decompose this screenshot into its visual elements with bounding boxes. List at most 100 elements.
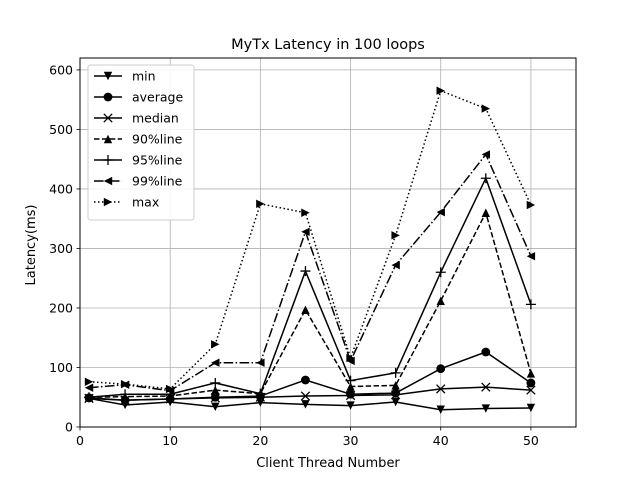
data-point-99-line (526, 251, 536, 261)
y-tick-label: 100 (49, 360, 73, 375)
data-point-min (436, 405, 445, 414)
y-tick-label: 200 (49, 300, 73, 315)
data-point-min (256, 398, 265, 407)
data-point-95-line (120, 389, 131, 400)
data-point-max (436, 86, 445, 95)
data-point-95-line (84, 392, 95, 403)
legend-marker (103, 71, 113, 81)
data-point-median (526, 385, 536, 395)
data-point-max (526, 200, 536, 210)
series-line-max (88, 89, 532, 390)
data-point-95-line (390, 367, 401, 378)
data-point-95-line (210, 377, 221, 388)
legend-label: average (132, 90, 183, 105)
legend-marker (103, 197, 113, 207)
series-max (84, 86, 536, 394)
data-point-max (256, 199, 265, 209)
data-point-min (481, 404, 491, 413)
data-point-max (84, 377, 94, 386)
chart-title: MyTx Latency in 100 loops (231, 37, 425, 53)
legend-marker (103, 134, 113, 144)
data-point-min (211, 402, 220, 411)
data-point-median (481, 382, 491, 392)
data-point-99-line (436, 207, 445, 217)
data-point-max (301, 208, 310, 217)
data-point-95-line (435, 267, 446, 278)
legend-item-max: max (94, 195, 159, 210)
series-line-90-line (89, 210, 532, 398)
y-tick-label: 0 (65, 420, 73, 435)
data-point-median (390, 390, 401, 400)
data-point-median (436, 384, 446, 394)
y-tick-label: 300 (49, 241, 73, 256)
data-point-90-line (301, 305, 310, 314)
data-point-average (481, 347, 491, 357)
legend-label: 99%line (132, 174, 183, 189)
x-tick-label: 40 (433, 433, 449, 448)
data-point-95-line (480, 173, 491, 184)
data-point-min (301, 400, 310, 409)
data-point-min (391, 397, 400, 407)
legend-marker (103, 155, 113, 165)
legend-item-min: min (94, 69, 156, 84)
legend-marker (103, 176, 113, 186)
y-tick-label: 600 (49, 62, 73, 77)
data-point-95-line (300, 266, 311, 277)
series-95-line (84, 173, 536, 403)
legend-label: 90%line (132, 132, 183, 147)
legend-item-99-line: 99%line (94, 174, 183, 189)
data-point-90-line (391, 381, 400, 390)
data-point-median (210, 393, 220, 403)
legend-label: min (132, 69, 156, 84)
data-point-average (436, 364, 446, 374)
data-point-max (165, 384, 175, 394)
y-tick-label: 400 (49, 181, 73, 196)
x-tick-label: 50 (523, 433, 539, 448)
legend-item-90-line: 90%line (94, 132, 183, 147)
data-point-max (211, 340, 220, 349)
legend-item-95-line: 95%line (94, 153, 183, 168)
data-point-99-line (301, 227, 310, 236)
data-point-99-line (256, 358, 265, 367)
legend: min average median 90%line 95%line 99%line max (87, 64, 195, 221)
data-point-99-line (481, 150, 491, 159)
data-point-99-line (391, 260, 400, 270)
grid (79, 58, 576, 428)
y-tick-label: 500 (49, 122, 73, 137)
legend-label: 95%line (132, 153, 183, 168)
x-tick-label: 0 (76, 433, 84, 448)
data-point-99-line (84, 383, 94, 392)
data-point-max (346, 353, 355, 363)
x-axis-label: Client Thread Number (256, 456, 400, 471)
data-point-99-line (211, 358, 220, 367)
series-group (84, 86, 536, 414)
legend-label: max (132, 195, 159, 210)
data-point-min (526, 403, 536, 413)
data-point-max (120, 379, 130, 389)
data-point-95-line (525, 299, 536, 310)
data-point-90-line (346, 382, 355, 391)
data-point-95-line (255, 388, 266, 399)
data-point-max (481, 104, 491, 113)
data-point-min (346, 401, 355, 410)
legend-marker (103, 113, 113, 123)
data-point-90-line (481, 208, 491, 217)
y-axis-label: Latency(ms) (24, 205, 39, 286)
data-point-average (391, 388, 401, 398)
data-point-max (391, 231, 400, 240)
data-point-average (526, 378, 536, 388)
data-point-95-line (345, 375, 356, 386)
legend-label: median (132, 111, 179, 126)
data-point-90-line (526, 369, 536, 378)
x-tick-label: 30 (343, 433, 359, 448)
data-point-90-line (436, 296, 445, 306)
data-point-median (300, 391, 311, 401)
x-tick-label: 10 (162, 433, 178, 448)
legend-item-median: median (94, 111, 179, 126)
data-point-average (301, 375, 310, 385)
data-point-90-line (211, 385, 220, 395)
legend-item-average: average (94, 90, 183, 105)
x-tick-label: 20 (252, 433, 268, 448)
